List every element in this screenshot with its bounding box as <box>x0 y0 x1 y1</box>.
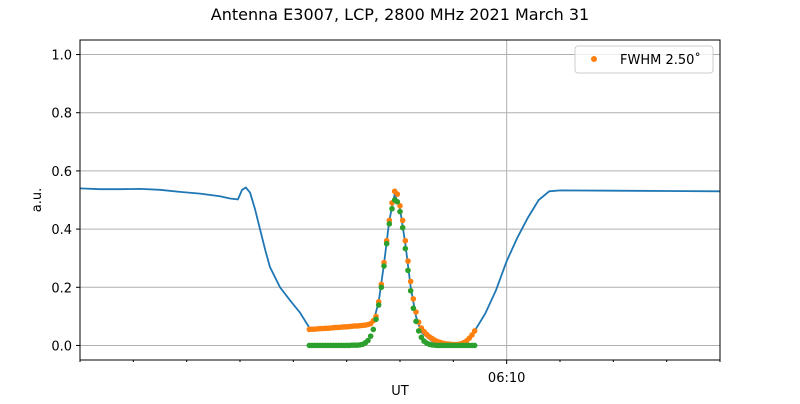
data-point-orange <box>397 203 403 209</box>
data-point-orange <box>394 191 401 197</box>
data-point-green <box>375 302 382 308</box>
data-point-green <box>471 342 478 349</box>
data-point-green <box>405 267 411 274</box>
plot-frame <box>79 39 721 361</box>
data-point-green <box>365 337 371 344</box>
data-point-green <box>397 208 403 215</box>
data-point-green <box>407 287 414 294</box>
data-point-green <box>383 240 390 247</box>
legend-label: FWHM 2.50˚ <box>620 52 701 68</box>
data-point-orange <box>405 258 411 264</box>
chart-title: Antenna E3007, LCP, 2800 MHz 2021 March … <box>211 5 589 24</box>
data-point-orange <box>399 217 406 224</box>
y-tick-label: 1.0 <box>51 49 72 64</box>
data-point-green <box>394 198 401 205</box>
data-point-green <box>378 284 385 291</box>
data-point-green <box>373 316 379 323</box>
data-point-orange <box>469 332 475 338</box>
data-point-green <box>381 263 387 269</box>
data-point-orange <box>410 296 417 302</box>
legend: FWHM 2.50˚ <box>574 45 714 74</box>
legend-marker-orange <box>591 56 597 62</box>
data-point-green <box>413 318 419 325</box>
legend-box <box>574 45 714 74</box>
data-point-green <box>415 328 422 334</box>
data-point-green <box>410 305 417 312</box>
y-tick-label: 0.2 <box>51 281 72 296</box>
data-point-orange <box>407 278 414 285</box>
data-point-green <box>399 224 406 231</box>
data-point-green <box>370 326 377 333</box>
data-point-green <box>389 205 395 212</box>
y-tick-label: 0.0 <box>51 339 72 354</box>
x-tick-label: 06:10 <box>488 371 525 386</box>
data-point-green <box>367 333 374 339</box>
data-point-green <box>402 245 409 252</box>
data-point-orange <box>402 237 409 244</box>
x-axis-label: UT <box>391 384 409 399</box>
y-tick-label: 0.8 <box>51 107 72 122</box>
data-point-green <box>386 221 393 227</box>
y-tick-label: 0.4 <box>51 223 72 238</box>
y-tick-label: 0.6 <box>51 165 72 180</box>
data-point-orange <box>471 328 478 334</box>
y-axis-label: a.u. <box>30 188 45 212</box>
